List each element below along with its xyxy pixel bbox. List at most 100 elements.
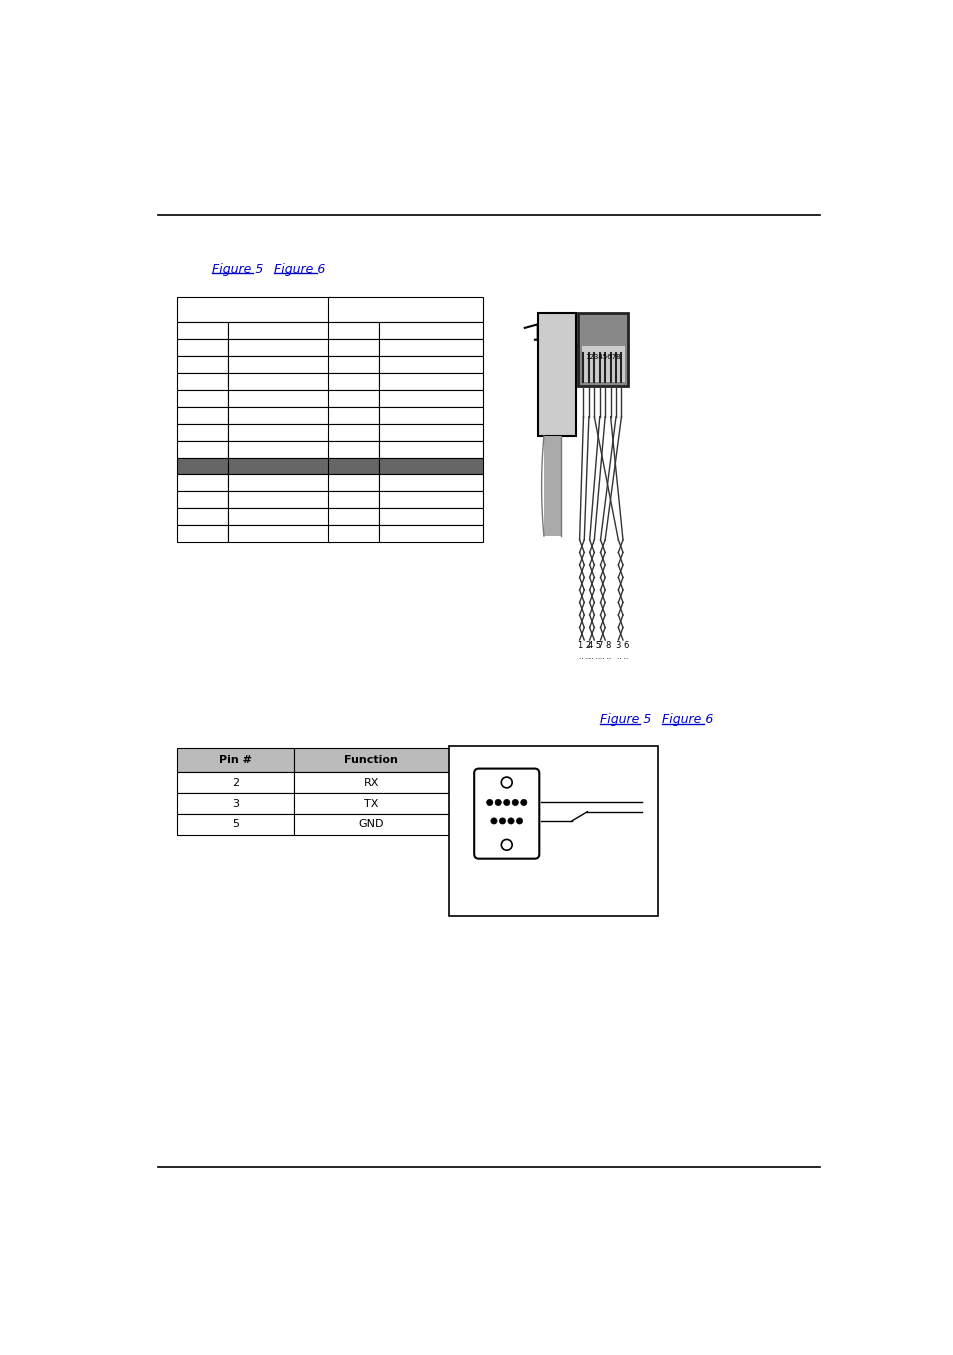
Text: 3: 3 [232, 798, 239, 809]
Bar [228, 356, 332, 373]
Circle shape [503, 799, 509, 806]
Text: Figure 6: Figure 6 [661, 713, 713, 726]
Bar [328, 474, 378, 492]
Circle shape [520, 799, 526, 806]
Text: Figure 5: Figure 5 [599, 713, 651, 726]
Bar [328, 440, 378, 458]
Bar [378, 492, 483, 508]
Bar [177, 424, 228, 440]
Circle shape [486, 799, 493, 806]
Bar [378, 440, 483, 458]
Text: Figure 6: Figure 6 [274, 263, 325, 275]
Bar [228, 406, 332, 424]
Bar [581, 346, 624, 382]
Bar [378, 356, 483, 373]
Text: 3 6: 3 6 [616, 641, 629, 649]
Bar [294, 748, 448, 772]
Bar [177, 748, 294, 772]
Text: 1 2: 1 2 [578, 641, 590, 649]
FancyBboxPatch shape [474, 768, 538, 859]
Bar [328, 492, 378, 508]
Bar [328, 424, 378, 440]
Bar [177, 526, 228, 542]
Bar [378, 508, 483, 526]
Circle shape [512, 799, 517, 806]
Bar [448, 747, 658, 916]
Text: .. ..: .. .. [578, 654, 589, 660]
Bar [328, 526, 378, 542]
Bar [328, 339, 378, 356]
Bar [177, 814, 294, 835]
Bar [228, 424, 332, 440]
Bar [228, 322, 332, 339]
Text: 2: 2 [232, 778, 239, 787]
Text: TX: TX [363, 798, 378, 809]
Bar [543, 436, 560, 537]
Text: Function: Function [344, 755, 397, 766]
Text: 5: 5 [232, 820, 239, 829]
Bar [177, 390, 228, 406]
Circle shape [500, 840, 512, 850]
Bar [576, 346, 582, 359]
Bar [378, 458, 483, 474]
Bar [294, 793, 448, 814]
Bar [328, 356, 378, 373]
Text: .. ..: .. .. [588, 654, 599, 660]
Bar [578, 313, 628, 386]
Bar [177, 322, 228, 339]
Bar [177, 356, 228, 373]
Bar [328, 406, 378, 424]
Bar [177, 772, 294, 793]
Bar [378, 424, 483, 440]
Bar [378, 406, 483, 424]
Bar [177, 458, 228, 474]
Text: .. ..: .. .. [617, 654, 628, 660]
Bar [177, 474, 228, 492]
Bar [177, 373, 228, 390]
Bar [177, 339, 228, 356]
Bar [228, 440, 332, 458]
Text: Pin #: Pin # [219, 755, 252, 766]
Bar [328, 458, 378, 474]
Text: .. ..: .. .. [598, 654, 610, 660]
Bar [228, 474, 332, 492]
Circle shape [498, 818, 505, 824]
Bar [378, 339, 483, 356]
Bar [378, 474, 483, 492]
Bar [228, 390, 332, 406]
Bar [328, 297, 483, 322]
Bar [228, 373, 332, 390]
Bar [228, 526, 332, 542]
Circle shape [516, 818, 522, 824]
Circle shape [500, 776, 512, 787]
Bar [294, 772, 448, 793]
Bar [378, 390, 483, 406]
Bar [177, 406, 228, 424]
Bar [294, 814, 448, 835]
Bar [328, 390, 378, 406]
Text: RX: RX [363, 778, 378, 787]
Circle shape [491, 818, 497, 824]
Text: Figure 5: Figure 5 [212, 263, 263, 275]
Text: GND: GND [358, 820, 383, 829]
Circle shape [507, 818, 514, 824]
Text: 4 5: 4 5 [587, 641, 600, 649]
Bar [328, 322, 378, 339]
Bar [378, 373, 483, 390]
Bar [537, 313, 576, 436]
Bar [177, 440, 228, 458]
Bar [177, 793, 294, 814]
Bar [177, 492, 228, 508]
Text: 7 8: 7 8 [598, 641, 611, 649]
Bar [328, 508, 378, 526]
Bar [228, 339, 332, 356]
Bar [177, 508, 228, 526]
Bar [177, 297, 332, 322]
Bar [328, 373, 378, 390]
Text: 12345678: 12345678 [585, 355, 620, 360]
Bar [378, 526, 483, 542]
Bar [228, 492, 332, 508]
Bar [378, 322, 483, 339]
Circle shape [495, 799, 500, 806]
Bar [228, 458, 332, 474]
